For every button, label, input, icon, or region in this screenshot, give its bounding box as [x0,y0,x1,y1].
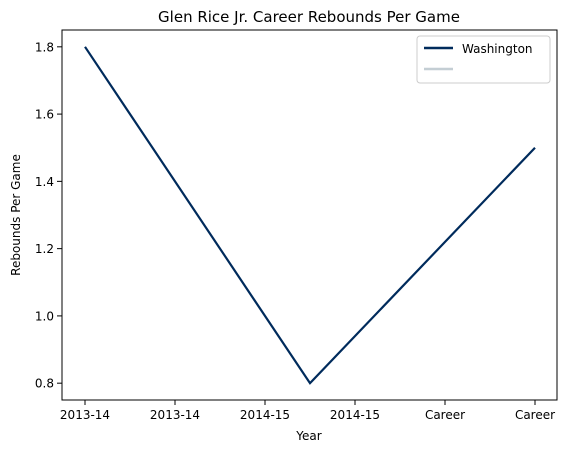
y-tick-label: 1.0 [35,309,54,323]
y-tick-label: 1.6 [35,108,54,122]
x-tick-label: 2013-14 [60,408,110,422]
chart-title: Glen Rice Jr. Career Rebounds Per Game [158,8,460,26]
y-tick-label: 0.8 [35,377,54,391]
x-axis: 2013-14 2013-14 2014-15 2014-15 Career Career [60,400,555,422]
y-axis-label: Rebounds Per Game [9,154,23,276]
y-tick-label: 1.2 [35,242,54,256]
plot-frame [62,30,557,400]
x-tick-label: 2014-15 [240,408,290,422]
x-tick-label: Career [515,408,555,422]
x-tick-label: Career [425,408,465,422]
series-layer [85,47,535,383]
y-tick-label: 1.4 [35,175,54,189]
x-tick-label: 2013-14 [150,408,200,422]
y-axis: 0.8 1.0 1.2 1.4 1.6 1.8 [35,40,62,390]
series-line-washington [85,47,535,383]
legend: Washington [417,36,550,83]
x-axis-label: Year [295,429,321,443]
y-tick-label: 1.8 [35,40,54,54]
x-tick-label: 2014-15 [330,408,380,422]
legend-label-washington: Washington [462,42,533,56]
